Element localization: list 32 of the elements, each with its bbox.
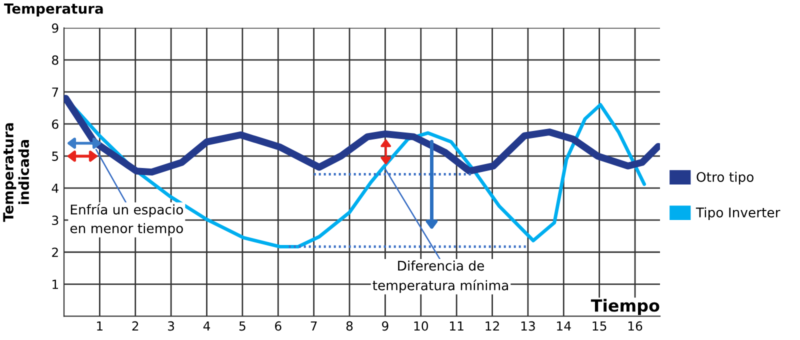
- annotation: Diferencia de temperatura mínima: [372, 260, 508, 293]
- x-tick-label: 10: [414, 321, 428, 331]
- x-tick-label: 13: [521, 321, 535, 331]
- x-tick-label: 15: [592, 321, 606, 331]
- x-tick-label: 9: [382, 321, 388, 331]
- legend-label: Otro tipo: [696, 172, 754, 185]
- x-tick-label: 3: [168, 321, 174, 331]
- chart-title: Temperatura: [4, 3, 103, 16]
- y-tick-label: 7: [52, 88, 58, 97]
- x-tick-label: 12: [486, 321, 499, 331]
- y-tick-label: 8: [52, 55, 58, 65]
- y-axis-title: Temperatura indicada: [3, 123, 30, 222]
- y-tick-label: 9: [52, 23, 58, 33]
- x-tick-label: 6: [275, 321, 282, 331]
- y-tick-label: 2: [52, 248, 58, 257]
- legend-label: Tipo Inverter: [696, 207, 780, 220]
- x-tick-label: 8: [346, 321, 353, 331]
- x-tick-label: 14: [557, 321, 571, 331]
- x-tick-label: 16: [628, 321, 642, 331]
- x-tick-label: 1: [97, 321, 103, 331]
- x-tick-label: 2: [132, 321, 138, 331]
- x-tick-label: 5: [239, 321, 246, 331]
- y-tick-label: 3: [52, 216, 58, 226]
- x-tick-label: 7: [310, 321, 317, 331]
- y-tick-label: 1: [52, 280, 58, 289]
- x-tick-label: 11: [450, 321, 464, 331]
- y-tick-label: 5: [52, 152, 58, 161]
- x-tick-label: 4: [203, 321, 210, 331]
- y-tick-label: 4: [52, 184, 58, 193]
- annotation: Enfría un espacio en menor tiempo: [70, 204, 183, 236]
- x-axis-title: Tiempo: [590, 298, 660, 316]
- y-tick-label: 6: [52, 119, 58, 129]
